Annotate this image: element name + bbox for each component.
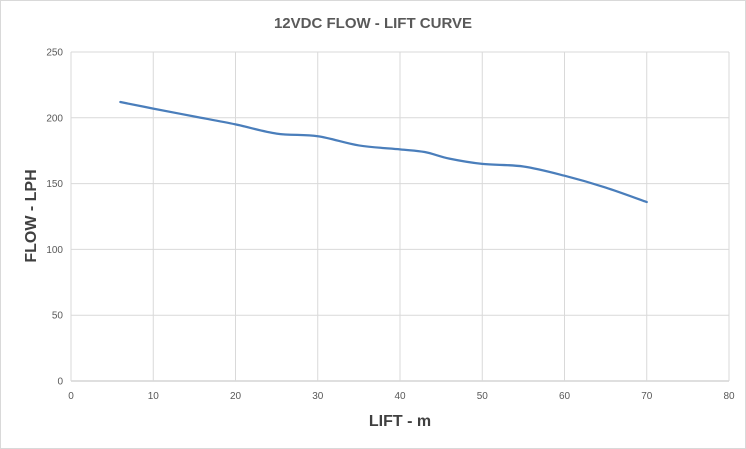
- x-tick-label: 60: [559, 391, 571, 402]
- x-tick-label: 40: [394, 391, 406, 402]
- series-line: [119, 100, 648, 204]
- x-tick-label: 10: [148, 391, 160, 402]
- y-tick-label: 50: [52, 311, 64, 322]
- chart-title: 12VDC FLOW - LIFT CURVE: [274, 15, 472, 32]
- tick-labels: 0 50 100 150 200 250 0 10 20 30 40 50 60 70 80: [46, 48, 735, 403]
- y-tick-label: 250: [46, 48, 63, 59]
- x-tick-label: 50: [477, 391, 489, 402]
- x-tick-label: 30: [312, 391, 324, 402]
- y-tick-label: 0: [57, 377, 63, 388]
- x-tick-label: 80: [723, 391, 735, 402]
- y-tick-label: 100: [46, 245, 63, 256]
- y-tick-label: 200: [46, 113, 63, 124]
- x-tick-label: 20: [230, 391, 242, 402]
- x-tick-label: 70: [641, 391, 653, 402]
- y-tick-label: 150: [46, 179, 63, 190]
- x-axis-title: LIFT - m: [369, 413, 431, 430]
- y-axis-title: FLOW - LPH: [23, 169, 40, 262]
- x-tick-label: 0: [68, 391, 74, 402]
- series-layer: [119, 100, 648, 204]
- gridlines: [70, 51, 730, 382]
